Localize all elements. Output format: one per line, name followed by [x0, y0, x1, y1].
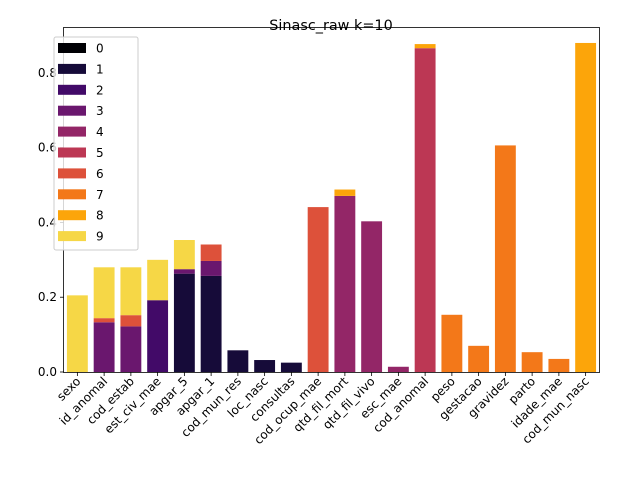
legend-swatch-7: [58, 189, 86, 200]
bar-qtd_fil_mort-series-4: [334, 195, 356, 372]
bar-apgar_1-series-6: [200, 244, 222, 261]
bar-apgar_5-series-1: [173, 273, 195, 372]
legend-label-8: 8: [96, 209, 104, 223]
bar-cod_anomal-series-5: [414, 48, 436, 372]
bar-cod_estab-series-6: [120, 315, 142, 327]
bar-id_anomal-series-3: [93, 322, 115, 372]
legend-label-6: 6: [96, 167, 104, 181]
y-axis: 0.0 0.2 0.4 0.6 0.8: [38, 66, 64, 379]
bar-cod_mun_nasc-series-8: [575, 42, 597, 373]
bar-cod_mun_res-series-1: [227, 350, 249, 372]
legend-swatch-1: [58, 63, 86, 74]
legend-label-2: 2: [96, 83, 104, 97]
y-tick-label: 0.2: [38, 290, 57, 304]
bar-qtd_fil_vivo-series-4: [361, 221, 383, 372]
legend-label-7: 7: [96, 188, 104, 202]
bar-idade_mae-series-7: [548, 358, 570, 372]
bar-cod_anomal-series-8: [414, 44, 436, 49]
legend: 0 1 2 3 4 5 6 7 8 9: [53, 36, 139, 251]
legend-swatch-4: [58, 126, 86, 137]
bar-parto-series-7: [521, 352, 543, 372]
bar-apgar_1-series-3: [200, 260, 222, 276]
y-tick-label: 0.4: [38, 215, 57, 229]
y-tick-label: 0.0: [38, 365, 57, 379]
bar-esc_mae-series-4: [387, 366, 409, 372]
bar-apgar_5-series-3: [173, 269, 195, 274]
legend-label-9: 9: [96, 230, 104, 244]
bar-apgar_5-series-9: [173, 240, 195, 270]
y-tick-label: 0.6: [38, 141, 57, 155]
bar-id_anomal-series-9: [93, 267, 115, 319]
legend-label-1: 1: [96, 62, 104, 76]
bar-qtd_fil_mort-series-8: [334, 189, 356, 196]
legend-swatch-3: [58, 105, 86, 116]
bar-cod_estab-series-9: [120, 267, 142, 316]
bar-loc_nasc-series-1: [254, 360, 276, 372]
bar-peso-series-7: [441, 314, 463, 372]
bar-apgar_1-series-1: [200, 275, 222, 372]
bar-est_civ_mae-series-2: [147, 300, 169, 372]
legend-swatch-5: [58, 147, 86, 158]
legend-label-0: 0: [96, 42, 104, 56]
legend-swatch-6: [58, 168, 86, 179]
legend-label-3: 3: [96, 104, 104, 118]
bar-consultas-series-1: [280, 362, 302, 372]
bars-layer: [66, 42, 597, 373]
legend-swatch-0: [58, 43, 86, 53]
bar-cod_ocup_mae-series-6: [307, 207, 329, 372]
legend-swatch-9: [58, 231, 86, 242]
bar-cod_estab-series-3: [120, 326, 142, 372]
y-tick-label: 0.8: [38, 66, 57, 80]
bar-gravidez-series-7: [494, 145, 516, 372]
bar-gestacao-series-7: [468, 345, 490, 372]
bar-id_anomal-series-6: [93, 318, 115, 323]
legend-label-4: 4: [96, 125, 104, 139]
chart-title: Sinasc_raw k=10: [269, 18, 392, 34]
bar-est_civ_mae-series-9: [147, 259, 169, 301]
legend-label-5: 5: [96, 146, 104, 160]
bar-sexo-series-9: [66, 295, 88, 372]
legend-swatch-8: [58, 210, 86, 221]
legend-swatch-2: [58, 84, 86, 95]
